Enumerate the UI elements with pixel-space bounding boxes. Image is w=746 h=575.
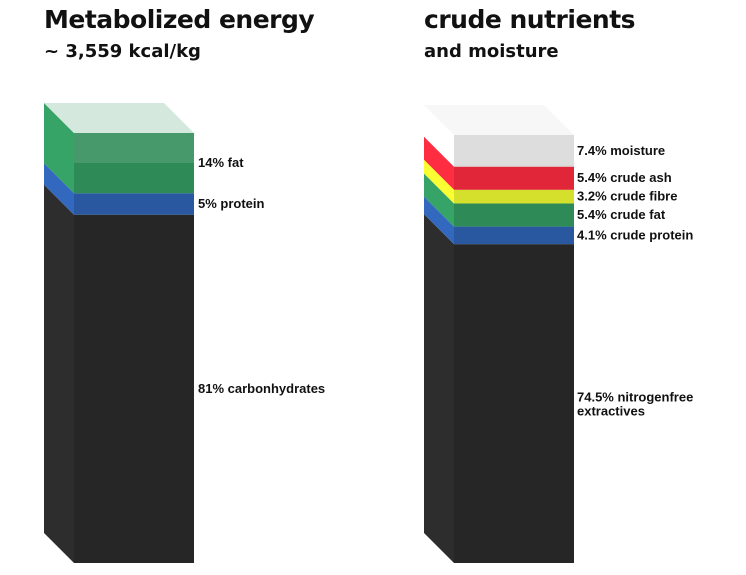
segment-label: 5% protein: [198, 196, 265, 211]
bar-segment: [74, 193, 194, 215]
chart-subtitle-energy: ~ 3,559 kcal/kg: [44, 41, 201, 62]
segment-label: 5.4% crude fat: [577, 207, 666, 222]
bar-segment-side: [424, 173, 454, 227]
bar-segment: [454, 244, 574, 563]
bar-segment-side: [44, 184, 74, 563]
segment-label: 5.4% crude ash: [577, 170, 672, 185]
bar-top-face: [424, 105, 574, 135]
stacked-bar-1: 74.5% nitrogenfree extractives 4.1% crude …: [424, 105, 693, 563]
segment-label: 4.1% crude protein: [577, 227, 693, 242]
bar-segment-side: [424, 196, 454, 245]
bar-segment-side: [424, 214, 454, 563]
bar-segment: [454, 135, 574, 167]
bar-segment: [454, 226, 574, 245]
segment-label: 7.4% moisture: [577, 143, 665, 158]
chart-subtitle-nutrients: and moisture: [424, 41, 559, 62]
bar-top-highlight: [454, 135, 574, 165]
bar-segment-side: [424, 105, 454, 167]
segment-label: 81% carbonhydrates: [198, 381, 325, 396]
chart-title-nutrients: crude nutrients: [424, 5, 636, 34]
segment-label: 74.5% nitrogenfree extractives: [577, 390, 693, 419]
bar-top-face: [44, 103, 194, 133]
bar-segment-side: [424, 159, 454, 204]
bar-top-highlight: [74, 133, 194, 163]
bar-segment: [454, 203, 574, 227]
bar-segment: [74, 214, 194, 563]
bar-segment: [454, 189, 574, 204]
bar-segment: [454, 166, 574, 190]
bar-segment-side: [424, 136, 454, 190]
bar-segment-side: [44, 103, 74, 194]
bar-segment-side: [44, 163, 74, 215]
bar-segment: [74, 133, 194, 194]
segment-label: 14% fat: [198, 155, 244, 170]
chart-title-energy: Metabolized energy: [44, 5, 315, 34]
stacked-bar-0: 81% carbonhydrates 5% protein 14% fat: [44, 103, 325, 563]
segment-label: 3.2% crude fibre: [577, 189, 677, 204]
